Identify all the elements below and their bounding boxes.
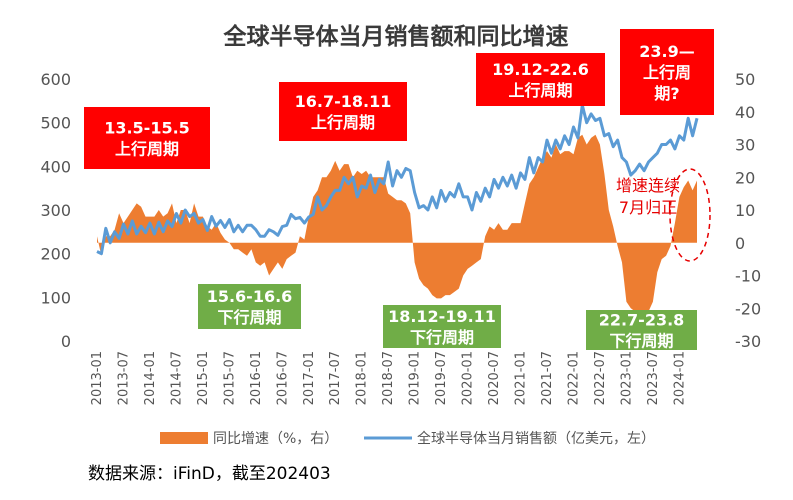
up-cycle-box-4-label: 期?	[654, 84, 679, 103]
x-tick-label: 2017-07	[328, 351, 343, 405]
down-cycle-box-3-label: 22.7-23.8	[599, 311, 685, 330]
x-tick-label: 2017-01	[302, 351, 317, 405]
down-cycle-box-3: 22.7-23.8 下行周期	[586, 310, 697, 351]
right-tick-label: -10	[735, 267, 761, 286]
up-cycle-box-4-label: 23.9—	[639, 42, 694, 61]
left-tick-label: 300	[40, 201, 71, 220]
left-tick-label: 0	[61, 332, 71, 351]
down-cycle-box-3-label: 下行周期	[609, 332, 673, 351]
legend-label-growth: 同比增速（%，右）	[213, 431, 338, 447]
recovery-note-label: 增速连续	[616, 176, 680, 195]
x-tick-label: 2023-07	[646, 351, 661, 405]
legend: 同比增速（%，右） 全球半导体当月销售额（亿美元，左）	[160, 430, 655, 447]
down-cycle-box-2-label: 18.12-19.11	[388, 307, 496, 326]
x-tick-label: 2020-01	[461, 351, 476, 405]
growth-area-series	[97, 134, 697, 312]
down-cycle-box-1-label: 下行周期	[217, 308, 281, 327]
up-cycle-box-3: 19.12-22.6 上行周期	[476, 53, 605, 106]
x-tick-label: 2024-01	[672, 351, 687, 405]
left-axis: 0 100 200 300 400 500 600	[40, 70, 71, 351]
up-cycle-box-2-label: 上行周期	[311, 113, 375, 132]
left-tick-label: 500	[40, 114, 71, 133]
x-tick-label: 2013-01	[90, 351, 105, 405]
chart-title: 全球半导体当月销售额和同比增速	[223, 23, 569, 50]
x-tick-label: 2020-07	[487, 351, 502, 405]
down-cycle-box-2-label: 下行周期	[410, 328, 474, 347]
x-tick-label: 2018-07	[381, 351, 396, 405]
legend-swatch-growth	[160, 432, 208, 444]
up-cycle-box-4-label: 上行周	[643, 63, 691, 82]
right-tick-label: 40	[735, 103, 755, 122]
left-tick-label: 600	[40, 70, 71, 89]
x-tick-label: 2018-01	[355, 351, 370, 405]
x-tick-label: 2022-07	[593, 351, 608, 405]
x-tick-label: 2016-07	[275, 351, 290, 405]
x-tick-label: 2014-07	[169, 351, 184, 405]
x-tick-label: 2022-01	[566, 351, 581, 405]
right-tick-label: 30	[735, 136, 755, 155]
x-tick-label: 2021-07	[540, 351, 555, 405]
up-cycle-box-1-label: 13.5-15.5	[104, 119, 190, 138]
right-tick-label: 50	[735, 70, 755, 89]
up-cycle-box-1: 13.5-15.5 上行周期	[84, 107, 210, 169]
x-axis: 2013-01 2013-07 2014-01 2014-07 2015-01 2015-…	[90, 351, 687, 405]
right-tick-label: -20	[735, 299, 761, 318]
growth-area	[97, 134, 697, 312]
left-tick-label: 100	[40, 288, 71, 307]
recovery-note-label: 7月归正	[619, 198, 677, 217]
up-cycle-box-3-label: 上行周期	[508, 81, 572, 100]
down-cycle-box-1-label: 15.6-16.6	[207, 287, 293, 306]
x-tick-label: 2023-01	[619, 351, 634, 405]
down-cycle-box-2: 18.12-19.11 下行周期	[383, 305, 501, 348]
x-tick-label: 2015-01	[196, 351, 211, 405]
x-tick-label: 2021-01	[514, 351, 529, 405]
left-tick-label: 200	[40, 245, 71, 264]
up-cycle-box-2-label: 16.7-18.11	[295, 92, 392, 111]
x-tick-label: 2016-01	[249, 351, 264, 405]
up-cycle-box-4: 23.9— 上行周期?	[620, 29, 714, 115]
sales-line-series	[96, 103, 699, 256]
highlight-ellipse	[669, 168, 711, 262]
right-tick-label: 0	[735, 234, 745, 253]
right-tick-label: 10	[735, 201, 755, 220]
right-axis: -30 -20 -10 0 10 20 30 40 50	[735, 70, 761, 351]
right-tick-label: -30	[735, 332, 761, 351]
plot-area	[96, 103, 699, 312]
right-tick-label: 20	[735, 168, 755, 187]
up-cycle-box-3-label: 19.12-22.6	[492, 60, 589, 79]
legend-label-sales: 全球半导体当月销售额（亿美元，左）	[417, 430, 655, 447]
annotations: 13.5-15.5 上行周期 16.7-18.11 上行周期 19.12-22.6 上行周…	[84, 29, 714, 351]
recovery-note: 增速连续 7月归正	[616, 168, 711, 262]
up-cycle-box-2: 16.7-18.11 上行周期	[279, 82, 407, 141]
x-tick-label: 2014-01	[143, 351, 158, 405]
x-tick-label: 2015-07	[222, 351, 237, 405]
x-tick-label: 2019-01	[408, 351, 423, 405]
up-cycle-box-1-label: 上行周期	[115, 140, 179, 159]
source-note: 数据来源：iFinD，截至202403	[88, 464, 331, 484]
x-tick-label: 2019-07	[434, 351, 449, 405]
sales-line	[96, 103, 699, 256]
down-cycle-box-1: 15.6-16.6 下行周期	[198, 284, 301, 329]
x-tick-label: 2013-07	[116, 351, 131, 405]
left-tick-label: 400	[40, 157, 71, 176]
